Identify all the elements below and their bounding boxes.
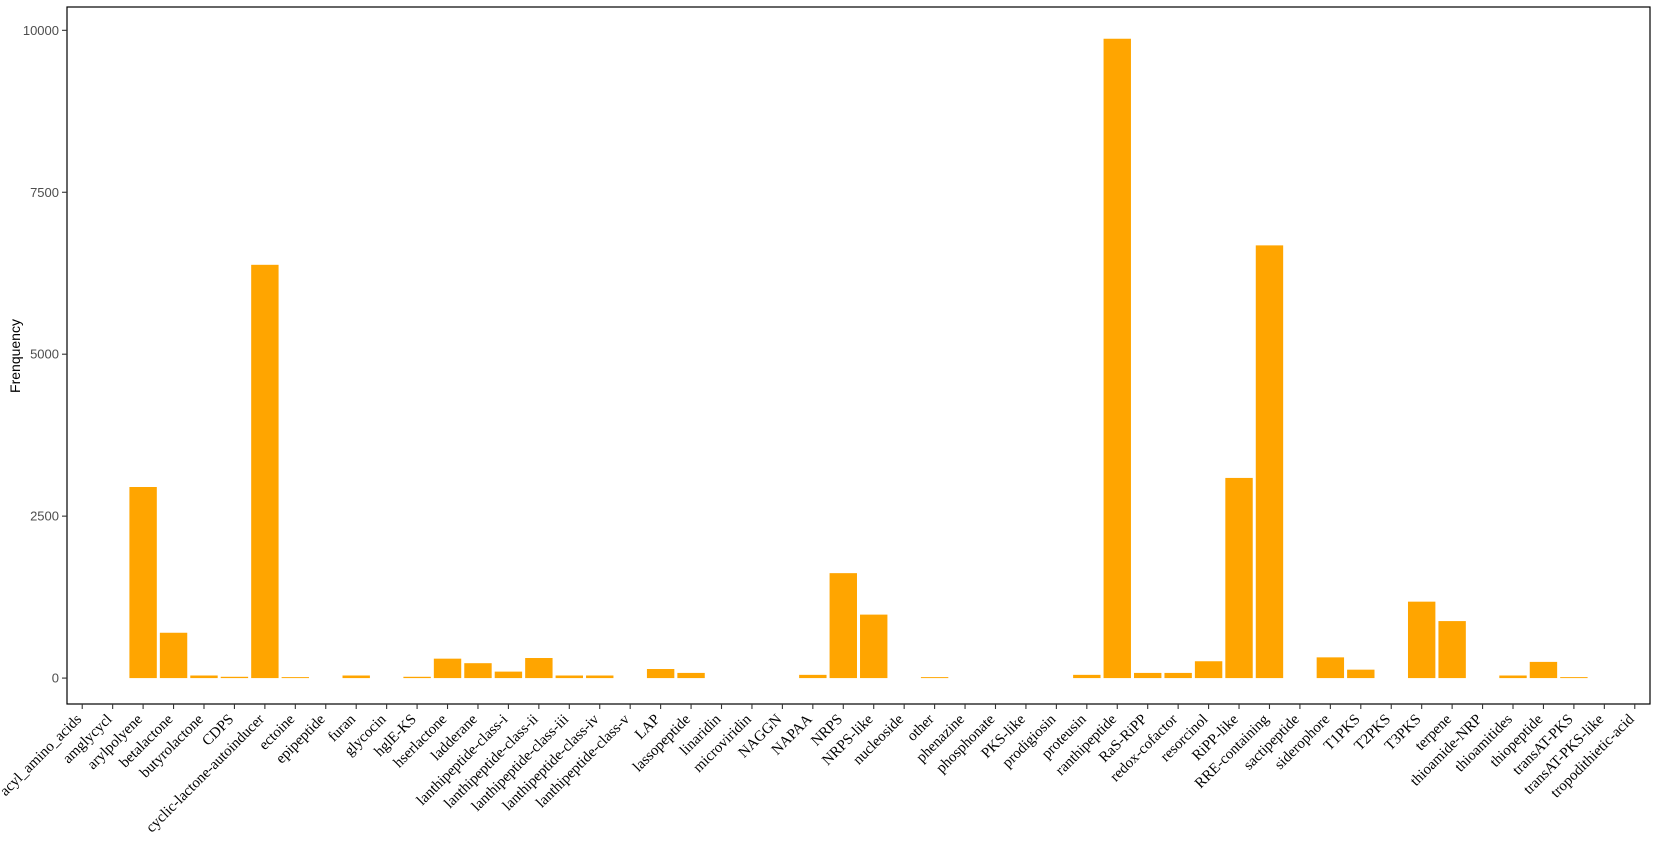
bar-lassopeptide <box>677 672 705 679</box>
bar-furan <box>342 675 370 679</box>
bar-NAPAA <box>799 674 827 679</box>
bar-hglE-KS <box>403 676 431 679</box>
y-tick-label: 5000 <box>30 347 59 362</box>
bar-RRE-containing <box>1255 245 1284 679</box>
bar-other <box>920 677 949 679</box>
bar-ranthipeptide <box>1103 38 1131 679</box>
bar-T3PKS <box>1407 601 1436 679</box>
bar-terpene <box>1438 621 1466 679</box>
bar-RiPP-like <box>1225 477 1253 679</box>
bar-lanthipeptide-class-iv <box>586 675 614 679</box>
bar-redox-cofactor <box>1164 672 1192 679</box>
bar-ectoine <box>281 677 310 679</box>
bar-transAT-PKS <box>1560 677 1588 679</box>
y-tick-label: 10000 <box>23 23 59 38</box>
bar-lanthipeptide-class-i <box>494 671 523 679</box>
y-tick-label: 0 <box>52 671 59 686</box>
bars-layer <box>129 38 1588 679</box>
bar-cyclic-lactone-autoinducer <box>251 264 279 679</box>
y-tick-label: 2500 <box>30 509 59 524</box>
bar-arylpolyene <box>129 487 157 679</box>
bar-CDPS <box>220 676 249 679</box>
y-tick-label: 7500 <box>30 185 59 200</box>
bar-NRPS-like <box>860 614 888 679</box>
bar-thiopeptide <box>1529 661 1558 679</box>
bar-resorcinol <box>1194 661 1223 679</box>
bar-betalactone <box>159 632 188 679</box>
bar-RaS-RiPP <box>1134 672 1162 679</box>
bar-T1PKS <box>1347 669 1375 679</box>
bar-NRPS <box>829 573 857 679</box>
bar-lanthipeptide-class-iii <box>555 675 583 679</box>
y-axis-label: Frenquency <box>7 319 23 393</box>
bar-siderophore <box>1316 657 1345 679</box>
y-axis: 0 2500 5000 7500 10000 <box>23 23 67 686</box>
bar-LAP <box>646 669 675 679</box>
plot-panel <box>66 6 1651 705</box>
bar-hserlactone <box>433 658 462 679</box>
bar-proteusin <box>1073 674 1101 679</box>
x-axis: acyl_amino_acidsamglycyclarylpolyenebeta… <box>0 704 1638 836</box>
bar-thioamitides <box>1499 675 1527 679</box>
bar-butyrolactone <box>190 675 218 679</box>
bar-ladderane <box>464 663 492 679</box>
bar-lanthipeptide-class-ii <box>525 658 553 679</box>
